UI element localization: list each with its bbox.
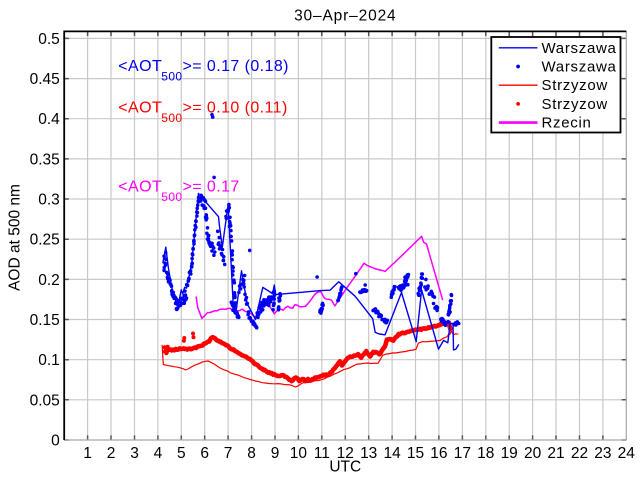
svg-text:2: 2 [107,445,116,462]
svg-text:3: 3 [130,445,139,462]
svg-text:21: 21 [547,445,564,462]
svg-text:1: 1 [83,445,92,462]
svg-text:0.2: 0.2 [38,272,60,289]
svg-text:0.45: 0.45 [30,71,60,88]
svg-text:Rzecin: Rzecin [542,115,592,132]
svg-text:Warszawa: Warszawa [542,59,617,76]
svg-text:24: 24 [618,445,636,462]
svg-text:0.35: 0.35 [30,151,60,168]
svg-text:0.4: 0.4 [38,111,60,128]
svg-text:Strzyzow: Strzyzow [542,96,608,113]
svg-text:0.25: 0.25 [30,232,60,249]
svg-text:AOD at 500 nm: AOD at 500 nm [7,184,24,291]
svg-text:16: 16 [430,445,447,462]
svg-text:0.3: 0.3 [38,192,60,209]
svg-text:0.05: 0.05 [30,392,60,409]
svg-text:30–Apr–2024: 30–Apr–2024 [294,8,396,25]
svg-text:10: 10 [290,445,308,462]
svg-text:Strzyzow: Strzyzow [542,77,608,94]
svg-text:7: 7 [224,445,233,462]
svg-text:5: 5 [177,445,186,462]
svg-text:0.1: 0.1 [38,352,60,369]
svg-text:15: 15 [407,445,424,462]
svg-text:12: 12 [337,445,354,462]
svg-text:4: 4 [154,445,163,462]
svg-text:17: 17 [454,445,471,462]
svg-text:11: 11 [314,445,330,462]
svg-text:23: 23 [594,445,611,462]
svg-text:18: 18 [477,445,494,462]
svg-text:6: 6 [200,445,209,462]
svg-text:0.15: 0.15 [30,312,60,329]
svg-text:Warszawa: Warszawa [542,40,617,57]
svg-text:14: 14 [383,445,401,462]
svg-text:13: 13 [360,445,377,462]
svg-text:9: 9 [271,445,280,462]
svg-text:20: 20 [524,445,542,462]
svg-text:8: 8 [247,445,256,462]
svg-text:0.5: 0.5 [38,31,60,48]
svg-text:22: 22 [571,445,588,462]
svg-text:UTC: UTC [329,459,361,476]
svg-text:0: 0 [51,433,60,450]
svg-text:19: 19 [501,445,518,462]
